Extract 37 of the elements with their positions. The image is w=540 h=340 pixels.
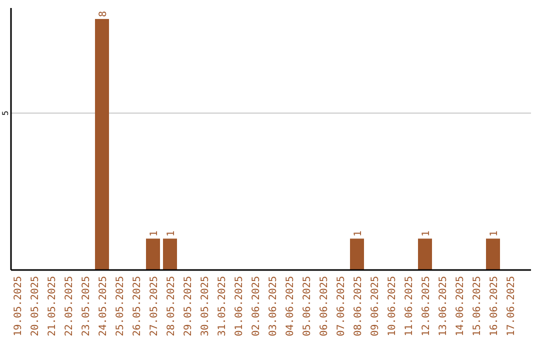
x-tick-label: 05.06.2025 bbox=[302, 276, 313, 336]
data-label: 1 bbox=[353, 230, 364, 237]
x-tick-label: 15.06.2025 bbox=[472, 276, 483, 336]
x-tick-label: 10.06.2025 bbox=[387, 276, 398, 336]
data-label: 1 bbox=[421, 230, 432, 237]
x-tick-label: 04.06.2025 bbox=[285, 276, 296, 336]
data-label: 1 bbox=[149, 230, 160, 237]
x-tick-label: 14.06.2025 bbox=[455, 276, 466, 336]
x-tick-label: 26.05.2025 bbox=[132, 276, 143, 336]
x-tick-label: 16.06.2025 bbox=[489, 276, 500, 336]
x-tick-label: 30.05.2025 bbox=[200, 276, 211, 336]
x-tick-label: 07.06.2025 bbox=[336, 276, 347, 336]
data-label: 8 bbox=[98, 10, 109, 17]
x-tick-label: 22.05.2025 bbox=[64, 276, 75, 336]
x-tick-label: 20.05.2025 bbox=[30, 276, 41, 336]
x-tick-label: 13.06.2025 bbox=[438, 276, 449, 336]
x-tick-label: 28.05.2025 bbox=[166, 276, 177, 336]
x-tick-label: 08.06.2025 bbox=[353, 276, 364, 336]
x-tick-label: 03.06.2025 bbox=[268, 276, 279, 336]
x-tick-label: 01.06.2025 bbox=[234, 276, 245, 336]
x-tick-label: 27.05.2025 bbox=[149, 276, 160, 336]
x-tick-label: 06.06.2025 bbox=[319, 276, 330, 336]
y-tick-label: 5 bbox=[1, 110, 10, 116]
x-tick-label: 31.05.2025 bbox=[217, 276, 228, 336]
x-tick-label: 21.05.2025 bbox=[47, 276, 58, 336]
x-tick-label: 02.06.2025 bbox=[251, 276, 262, 336]
data-label: 1 bbox=[166, 230, 177, 237]
data-label: 1 bbox=[489, 230, 500, 237]
x-tick-label: 17.06.2025 bbox=[506, 276, 517, 336]
x-tick-label: 29.05.2025 bbox=[183, 276, 194, 336]
x-tick-label: 11.06.2025 bbox=[404, 276, 415, 336]
x-tick-label: 09.06.2025 bbox=[370, 276, 381, 336]
x-tick-label: 23.05.2025 bbox=[81, 276, 92, 336]
x-tick-label: 19.05.2025 bbox=[13, 276, 24, 336]
x-tick-label: 25.05.2025 bbox=[115, 276, 126, 336]
x-tick-label: 24.05.2025 bbox=[98, 276, 109, 336]
x-tick-label: 12.06.2025 bbox=[421, 276, 432, 336]
